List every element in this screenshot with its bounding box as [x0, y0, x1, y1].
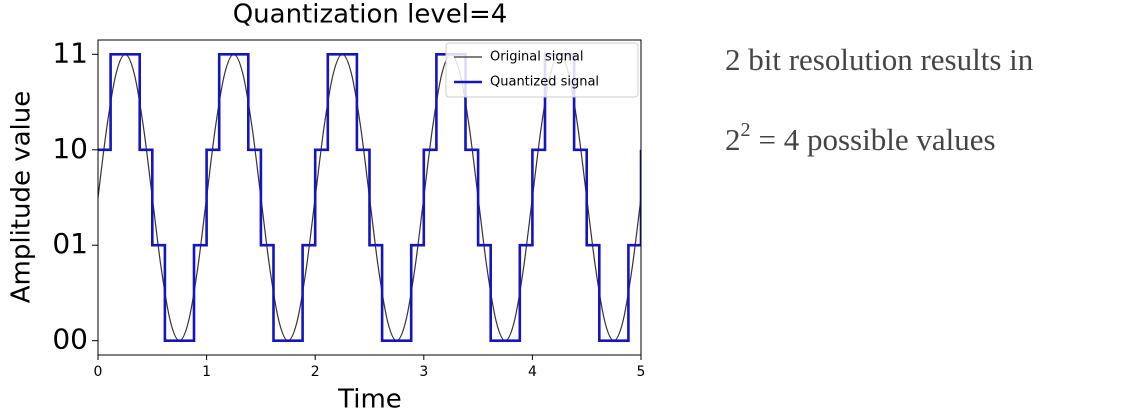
note-formula: 22 = 4 possible values [725, 119, 996, 158]
x-tick-label: 3 [419, 364, 428, 380]
legend-box [445, 42, 639, 98]
x-axis-label: Time [337, 385, 402, 415]
legend-label: Quantized signal [490, 75, 599, 90]
y-axis-label: Amplitude value [7, 91, 37, 304]
x-tick-label: 4 [528, 364, 537, 380]
plot-frame [97, 39, 642, 356]
y-tick-label: 10 [52, 132, 88, 165]
formula-rest: = 4 possible values [759, 122, 996, 157]
x-tick-label: 0 [94, 364, 103, 380]
base: 2 [725, 122, 741, 157]
y-tick-label: 11 [52, 36, 88, 69]
y-tick-label: 00 [52, 323, 88, 356]
exponent: 2 [741, 119, 751, 141]
y-tick-label: 01 [52, 227, 88, 260]
x-tick-label: 5 [637, 364, 646, 380]
note-line: 2 bit resolution results in [725, 42, 1034, 77]
legend-label: Original signal [490, 50, 583, 65]
x-tick-label: 2 [311, 364, 320, 380]
x-tick-label: 1 [202, 364, 211, 380]
chart-title: Quantization level=4 [233, 0, 508, 30]
